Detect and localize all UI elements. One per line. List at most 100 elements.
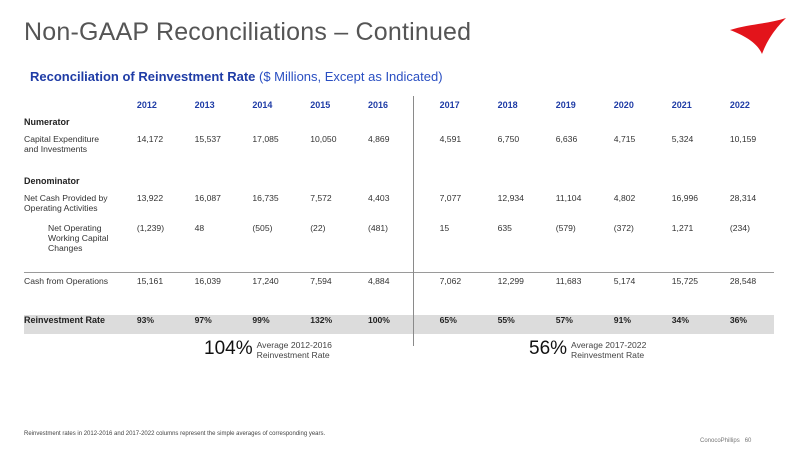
page-title: Non-GAAP Reconciliations – Continued — [24, 18, 472, 46]
footer: ConocoPhillips 60 — [700, 438, 751, 444]
table-cell: 91% — [613, 315, 631, 325]
table-cell: 16,996 — [671, 193, 699, 203]
year-header: 2018 — [497, 100, 518, 110]
table-row: Cash from Operations 15,161 16,039 17,240 7… — [24, 271, 774, 311]
denominator-label: Denominator — [24, 176, 80, 186]
header-row: 2012 2013 2014 2015 2016 2017 2018 2019 … — [24, 97, 774, 117]
table-cell: (481) — [367, 223, 389, 233]
table-cell: 14,172 — [136, 134, 164, 144]
average-2017-2022: 56% Average 2017-2022 Reinvestment Rate — [529, 338, 646, 360]
table-cell: 99% — [252, 315, 270, 325]
row-label: Capital Expenditure and Investments — [24, 134, 100, 154]
table-cell: 10,050 — [310, 134, 337, 144]
average-2012-2016: 104% Average 2012-2016 Reinvestment Rate — [204, 338, 332, 360]
footer-page: 60 — [744, 438, 752, 444]
table-cell: 5,324 — [671, 134, 694, 144]
numerator-row: Numerator — [24, 117, 774, 134]
year-header: 2020 — [613, 100, 634, 110]
table-cell: 4,591 — [439, 134, 462, 144]
year-header: 2022 — [729, 100, 750, 110]
numerator-label: Numerator — [24, 117, 70, 127]
table-cell: 7,077 — [439, 193, 462, 203]
year-header: 2017 — [439, 100, 460, 110]
table-cell: 5,174 — [613, 276, 636, 286]
footnote: Reinvestment rates in 2012-2016 and 2017… — [24, 431, 326, 437]
table-cell: 11,104 — [555, 193, 582, 203]
table-cell: (372) — [613, 223, 634, 233]
table-row: Reinvestment Rate 93% 97% 99% 132% 100% 65% 55… — [24, 311, 774, 331]
table-cell: 36% — [729, 315, 748, 325]
table-cell: 57% — [555, 315, 573, 325]
year-header: 2012 — [136, 100, 157, 110]
table-cell: 132% — [310, 315, 333, 325]
average-caption: Average 2017-2022 Reinvestment Rate — [571, 340, 647, 360]
row-label: Net Operating Working Capital Changes — [48, 223, 109, 253]
table-cell: (505) — [252, 223, 273, 233]
average-caption: Average 2012-2016 Reinvestment Rate — [256, 340, 332, 360]
table-cell: 65% — [439, 315, 457, 325]
company-logo-icon — [730, 18, 786, 54]
table-cell: (1,239) — [136, 223, 165, 233]
table-cell: 28,314 — [729, 193, 757, 203]
reconciliation-table: 2012 2013 2014 2015 2016 2017 2018 2019 … — [24, 97, 774, 331]
year-header: 2015 — [310, 100, 331, 110]
table-cell: 4,884 — [367, 276, 390, 286]
table-cell: 11,683 — [555, 276, 582, 286]
table-cell: 635 — [497, 223, 512, 233]
period-divider — [413, 96, 414, 346]
subtitle-units: ($ Millions, Except as Indicated) — [259, 69, 443, 84]
table-row: Net Cash Provided by Operating Activities… — [24, 193, 774, 223]
table-row: Net Operating Working Capital Changes (1,2… — [24, 223, 774, 271]
row-label: Net Cash Provided by Operating Activities — [24, 193, 108, 213]
table-cell: 28,548 — [729, 276, 757, 286]
table-cell: 55% — [497, 315, 515, 325]
table-cell: 100% — [367, 315, 390, 325]
table-cell: 15,537 — [194, 134, 221, 144]
table-row: Capital Expenditure and Investments 14,17… — [24, 134, 774, 176]
table-cell: (234) — [729, 223, 750, 233]
table-cell: 13,922 — [136, 193, 164, 203]
footer-company: ConocoPhillips — [700, 438, 740, 444]
table-cell: 16,735 — [252, 193, 279, 203]
table-cell: 34% — [671, 315, 689, 325]
average-value: 104% — [204, 338, 253, 359]
row-label: Reinvestment Rate — [24, 315, 106, 325]
table-cell: 7,572 — [310, 193, 332, 203]
table-cell: 4,869 — [367, 134, 390, 144]
table-cell: 17,240 — [252, 276, 279, 286]
table-cell: 12,299 — [497, 276, 524, 286]
table-cell: 93% — [136, 315, 155, 325]
table-cell: 15,725 — [671, 276, 699, 286]
table-cell: 16,039 — [194, 276, 221, 286]
table-subtitle: Reconciliation of Reinvestment Rate ($ M… — [30, 69, 443, 84]
denominator-row: Denominator — [24, 176, 774, 193]
table-cell: 7,062 — [439, 276, 462, 286]
table-cell: 4,403 — [367, 193, 390, 203]
table-cell: 17,085 — [252, 134, 279, 144]
average-value: 56% — [529, 338, 568, 359]
table-cell: 6,636 — [555, 134, 578, 144]
table-cell: 15 — [439, 223, 450, 233]
table-cell: 4,715 — [613, 134, 636, 144]
table-cell: (579) — [555, 223, 576, 233]
year-header: 2019 — [555, 100, 576, 110]
table-cell: 7,594 — [310, 276, 332, 286]
table-cell: (22) — [310, 223, 326, 233]
subtotal-rule — [24, 272, 774, 273]
table-cell: 15,161 — [136, 276, 164, 286]
table-cell: 10,159 — [729, 134, 757, 144]
table-cell: 4,802 — [613, 193, 636, 203]
year-header: 2021 — [671, 100, 692, 110]
reinvestment-rate-band — [24, 315, 774, 334]
table-cell: 1,271 — [671, 223, 694, 233]
year-header: 2016 — [367, 100, 388, 110]
row-label: Cash from Operations — [24, 276, 109, 286]
year-header: 2014 — [252, 100, 273, 110]
table-cell: 48 — [194, 223, 205, 233]
table-cell: 97% — [194, 315, 212, 325]
table-cell: 16,087 — [194, 193, 221, 203]
year-header: 2013 — [194, 100, 215, 110]
subtitle-bold: Reconciliation of Reinvestment Rate — [30, 69, 256, 84]
table-cell: 12,934 — [497, 193, 524, 203]
table-cell: 6,750 — [497, 134, 520, 144]
